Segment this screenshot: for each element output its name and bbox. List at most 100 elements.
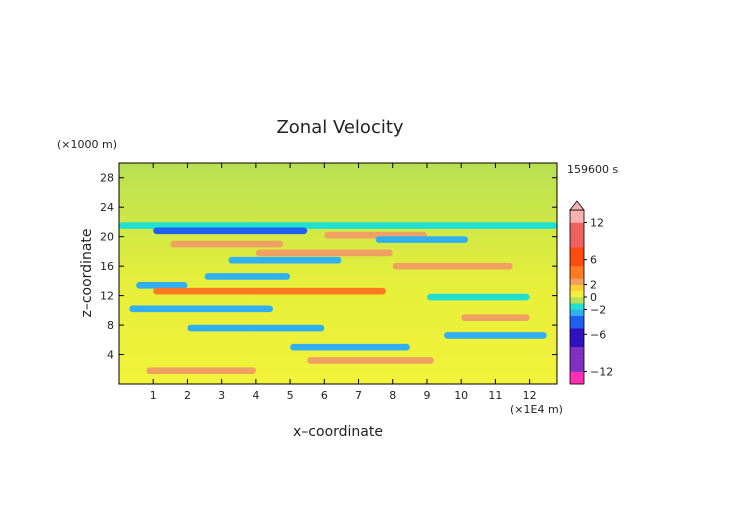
colorbar-segment <box>570 234 584 239</box>
colorbar-segment <box>570 300 584 304</box>
heatmap-band <box>170 240 284 248</box>
colorbar-segment <box>570 237 584 242</box>
colorbar-segment <box>570 225 584 229</box>
heatmap-band <box>307 357 434 364</box>
colorbar-segment <box>570 222 584 226</box>
x-tick-label: 12 <box>523 389 537 402</box>
colorbar-segment <box>570 356 584 360</box>
plot-frame <box>118 162 558 385</box>
y-tick-label: 4 <box>107 349 114 362</box>
colorbar-segment <box>570 262 584 267</box>
heatmap-band <box>461 314 530 322</box>
colorbar: 12 6 20−2 −6 −12 <box>569 200 613 385</box>
x-tick-label: 4 <box>252 389 259 402</box>
colorbar-segment <box>570 287 584 292</box>
colorbar-segment <box>570 228 584 233</box>
time-label: 159600 s <box>567 163 618 176</box>
heatmap-band <box>290 343 410 351</box>
colorbar-label: 12 <box>590 216 604 229</box>
colorbar-segment <box>570 315 584 320</box>
colorbar-segment <box>570 210 584 214</box>
heatmap-field <box>119 163 557 384</box>
colorbar-segment <box>570 343 584 348</box>
y-axis-ticks: 4 8 12 16 20 24 28 <box>100 172 557 362</box>
colorbar-segment <box>570 241 584 245</box>
y-axis-label: z–coordinate <box>79 228 95 317</box>
colorbar-segment <box>570 244 584 248</box>
colorbar-overflow-arrow <box>569 200 585 211</box>
heatmap-band <box>392 262 513 270</box>
heatmap-band <box>426 293 530 301</box>
heatmap-background <box>119 163 557 384</box>
y-tick-label: 24 <box>100 201 114 214</box>
colorbar-segment <box>570 371 584 375</box>
colorbar-label: 2 <box>590 279 597 292</box>
heatmap-band <box>153 287 386 295</box>
colorbar-segment <box>570 368 584 372</box>
x-tick-label: 9 <box>423 389 430 402</box>
heatmap-band <box>204 273 291 280</box>
heatmap-band <box>375 236 469 243</box>
x-tick-label: 2 <box>184 389 191 402</box>
y-tick-label: 28 <box>100 172 114 185</box>
colorbar-segment <box>570 349 584 354</box>
heatmap-band <box>228 256 342 264</box>
colorbar-label: −12 <box>590 366 613 379</box>
colorbar-segment <box>570 340 584 344</box>
colorbar-label: −2 <box>590 303 606 316</box>
x-tick-label: 11 <box>488 389 502 402</box>
colorbar-segment <box>570 352 584 357</box>
heatmap-band <box>136 281 188 289</box>
colorbar-segment <box>570 380 584 385</box>
colorbar-label: 6 <box>590 254 597 267</box>
colorbar-label: 0 <box>590 291 597 304</box>
colorbar-segment <box>570 219 584 223</box>
x-unit-label: (×1E4 m) <box>510 403 563 416</box>
colorbar-segment <box>570 293 584 298</box>
x-tick-label: 3 <box>218 389 225 402</box>
y-tick-label: 8 <box>107 319 114 332</box>
colorbar-segment <box>570 256 584 261</box>
colorbar-segment <box>570 374 584 379</box>
colorbar-segment <box>570 312 584 316</box>
colorbar-segment <box>570 290 584 295</box>
colorbar-segment <box>570 324 584 329</box>
colorbar-segment <box>570 334 584 338</box>
colorbar-segment <box>570 247 584 251</box>
colorbar-segment <box>570 278 584 282</box>
colorbar-segment <box>570 318 584 323</box>
x-tick-label: 8 <box>389 389 396 402</box>
colorbar-segment <box>570 309 584 313</box>
colorbar-segment <box>570 328 584 332</box>
colorbar-segment <box>570 272 584 276</box>
colorbar-segment <box>570 269 584 273</box>
heatmap-band <box>129 305 273 313</box>
y-tick-label: 12 <box>100 290 114 303</box>
colorbar-segment <box>570 250 584 254</box>
colorbar-segment <box>570 275 584 279</box>
x-tick-label: 5 <box>287 389 294 402</box>
colorbar-segment <box>570 281 584 285</box>
heatmap-band <box>187 324 325 332</box>
x-tick-label: 7 <box>355 389 362 402</box>
x-tick-label: 6 <box>321 389 328 402</box>
colorbar-segment <box>570 213 584 217</box>
colorbar-segment <box>570 297 584 301</box>
heatmap-band <box>146 367 256 375</box>
colorbar-segment <box>570 337 584 341</box>
heatmap-band <box>153 227 308 235</box>
colorbar-segment <box>570 253 584 257</box>
heatmap-band <box>444 332 547 339</box>
colorbar-segment <box>570 303 584 307</box>
x-tick-label: 10 <box>454 389 468 402</box>
y-tick-label: 16 <box>100 260 114 273</box>
colorbar-segment <box>570 306 584 310</box>
colorbar-segment <box>570 265 584 270</box>
colorbar-segment <box>570 321 584 326</box>
colorbar-segment <box>570 259 584 264</box>
x-axis-ticks: 1 2 3 4 5 6 7 8 9 10 11 12 <box>150 163 537 402</box>
heatmap-band <box>255 249 393 257</box>
heatmap-band <box>119 222 557 229</box>
colorbar-segment <box>570 377 584 382</box>
